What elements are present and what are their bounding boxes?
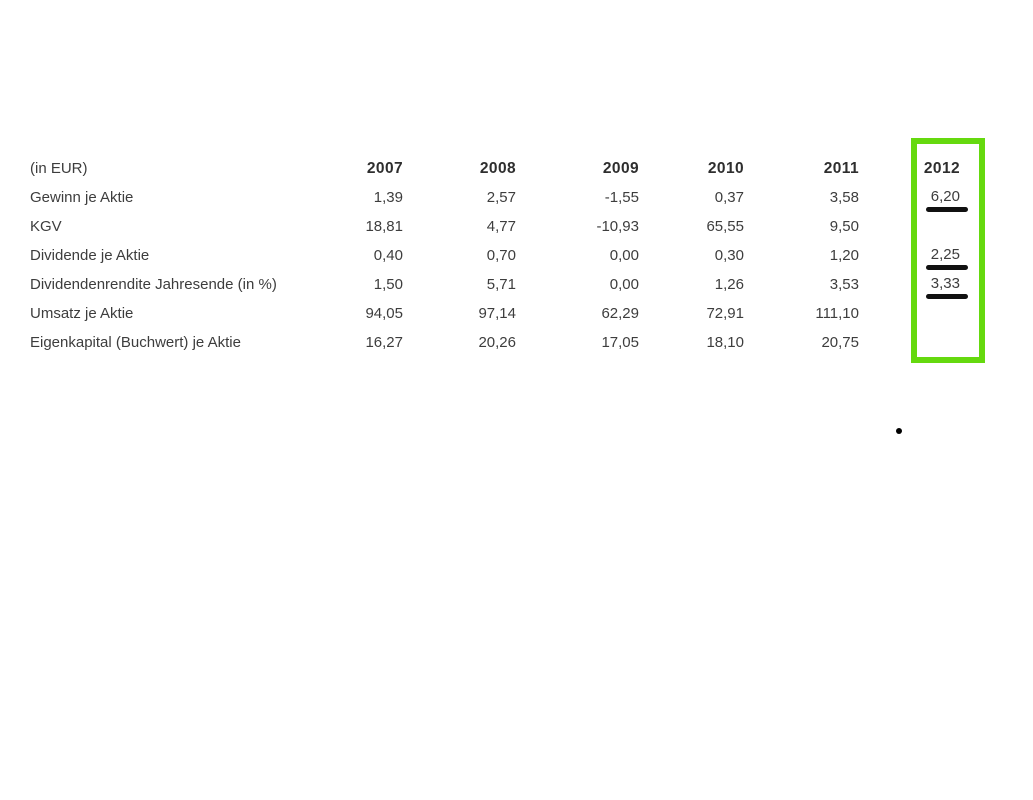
cell-value: 16,27 (365, 334, 403, 351)
cell-value: 0,30 (714, 247, 744, 264)
cell-value: -10,93 (596, 218, 639, 235)
cell-value: 0,70 (486, 247, 516, 264)
cell-value: 0,00 (609, 247, 639, 264)
table-row: Dividendenrendite Jahresende (in %) 1,50… (30, 270, 968, 299)
cell-value: 65,55 (706, 218, 744, 235)
table-row: Gewinn je Aktie 1,39 2,57 -1,55 0,37 3,5… (30, 183, 968, 212)
cell-value: 17,05 (601, 334, 639, 351)
highlight-box-2012-column (911, 138, 985, 363)
cell-value: 62,29 (601, 305, 639, 322)
cell-value: 1,20 (829, 247, 859, 264)
year-header-2008: 2008 (479, 160, 516, 177)
table-row: Eigenkapital (Buchwert) je Aktie 16,27 2… (30, 328, 960, 357)
answer-cell-2012: 3,33 (859, 270, 968, 299)
cell-value: 1,50 (373, 276, 403, 293)
unit-label: (in EUR) (30, 160, 88, 177)
row-label: Dividende je Aktie (30, 247, 150, 264)
year-header-2012: 2012 (923, 160, 960, 177)
year-header-2010: 2010 (707, 160, 744, 177)
cell-value: 3,58 (829, 189, 859, 206)
cell-value: 18,81 (365, 218, 403, 235)
cell-value: 111,10 (815, 305, 859, 322)
cell-value: 20,26 (478, 334, 516, 351)
answer-value: 6,20 (930, 188, 960, 205)
cell-value: 94,05 (365, 305, 403, 322)
table-row: Dividende je Aktie 0,40 0,70 0,00 0,30 1… (30, 241, 968, 270)
answer-value: 3,33 (930, 275, 960, 292)
year-header-2007: 2007 (366, 160, 403, 177)
cell-value: 1,39 (373, 189, 403, 206)
cell-value: 3,53 (829, 276, 859, 293)
cell-value: 72,91 (706, 305, 744, 322)
row-label: Eigenkapital (Buchwert) je Aktie (30, 334, 241, 351)
cell-value: 4,77 (486, 218, 516, 235)
answer-underline-mark (926, 294, 968, 299)
row-label: Umsatz je Aktie (30, 305, 134, 322)
cell-value: 18,10 (706, 334, 744, 351)
table-row: KGV 18,81 4,77 -10,93 65,55 9,50 (30, 212, 960, 241)
year-header-2011: 2011 (823, 160, 859, 177)
stray-dot (896, 428, 902, 434)
answer-cell-2012: 2,25 (859, 241, 968, 270)
cell-value: 20,75 (821, 334, 859, 351)
table-row: Umsatz je Aktie 94,05 97,14 62,29 72,91 … (30, 299, 960, 328)
table-header-row: (in EUR) 2007 2008 2009 2010 2011 2012 (30, 154, 960, 183)
year-header-2009: 2009 (602, 160, 639, 177)
cell-value: 2,57 (486, 189, 516, 206)
answer-underline-mark (926, 265, 968, 270)
cell-value: 0,00 (609, 276, 639, 293)
answer-value: 2,25 (930, 246, 960, 263)
cell-value: -1,55 (604, 189, 639, 206)
cell-value: 97,14 (478, 305, 516, 322)
answer-underline-mark (926, 207, 968, 212)
row-label: Gewinn je Aktie (30, 189, 134, 206)
financial-ratios-table: (in EUR) 2007 2008 2009 2010 2011 2012 G… (30, 154, 968, 357)
row-label: KGV (30, 218, 62, 235)
row-label: Dividendenrendite Jahresende (in %) (30, 276, 277, 293)
cell-value: 0,37 (714, 189, 744, 206)
cell-value: 0,40 (373, 247, 403, 264)
cell-value: 9,50 (829, 218, 859, 235)
cell-value: 1,26 (714, 276, 744, 293)
answer-cell-2012: 6,20 (859, 183, 968, 212)
cell-value: 5,71 (486, 276, 516, 293)
